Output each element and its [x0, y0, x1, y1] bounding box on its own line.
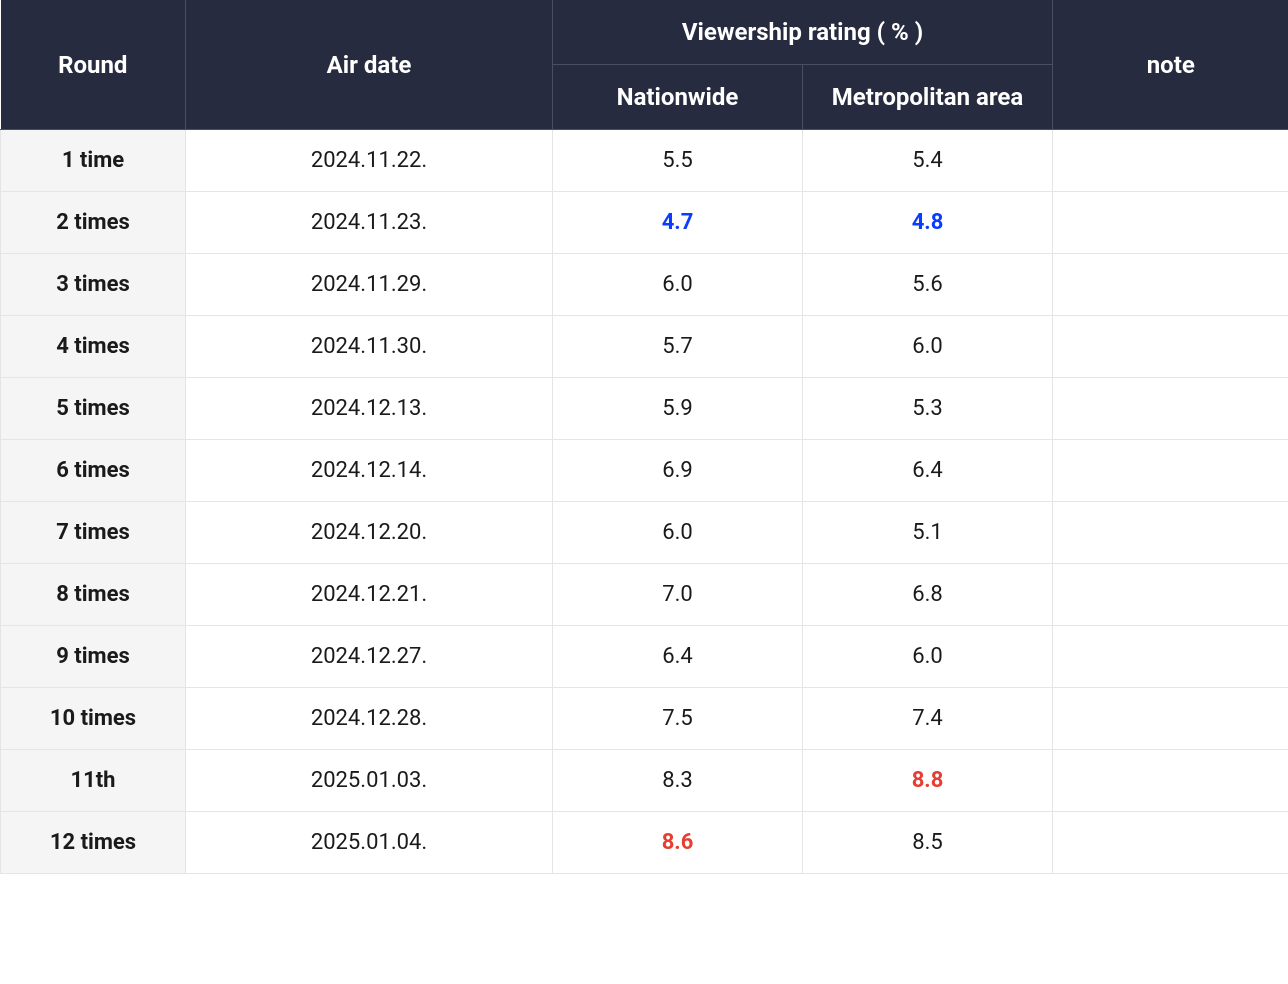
cell-round: 2 times — [1, 192, 186, 254]
cell-metro: 5.4 — [803, 130, 1053, 192]
cell-air-date: 2024.12.20. — [186, 502, 553, 564]
cell-note — [1053, 440, 1288, 502]
table-row: 10 times2024.12.28.7.57.4 — [1, 688, 1288, 750]
cell-round: 8 times — [1, 564, 186, 626]
cell-note — [1053, 812, 1288, 874]
cell-metro: 8.8 — [803, 750, 1053, 812]
cell-metro: 5.1 — [803, 502, 1053, 564]
cell-note — [1053, 254, 1288, 316]
cell-nationwide: 8.6 — [553, 812, 803, 874]
cell-nationwide: 8.3 — [553, 750, 803, 812]
table-row: 5 times2024.12.13.5.95.3 — [1, 378, 1288, 440]
cell-round: 7 times — [1, 502, 186, 564]
cell-nationwide: 5.7 — [553, 316, 803, 378]
cell-round: 5 times — [1, 378, 186, 440]
cell-metro: 6.0 — [803, 316, 1053, 378]
header-nationwide: Nationwide — [553, 65, 803, 130]
cell-round: 6 times — [1, 440, 186, 502]
cell-air-date: 2024.12.28. — [186, 688, 553, 750]
cell-round: 1 time — [1, 130, 186, 192]
cell-metro: 8.5 — [803, 812, 1053, 874]
cell-metro: 6.8 — [803, 564, 1053, 626]
table-row: 12 times2025.01.04.8.68.5 — [1, 812, 1288, 874]
cell-air-date: 2024.11.22. — [186, 130, 553, 192]
cell-round: 3 times — [1, 254, 186, 316]
table-header: Round Air date Viewership rating ( % ) n… — [1, 0, 1288, 130]
cell-metro: 4.8 — [803, 192, 1053, 254]
cell-air-date: 2025.01.04. — [186, 812, 553, 874]
cell-nationwide: 6.0 — [553, 254, 803, 316]
cell-air-date: 2024.11.29. — [186, 254, 553, 316]
cell-nationwide: 6.4 — [553, 626, 803, 688]
cell-note — [1053, 502, 1288, 564]
header-metro: Metropolitan area — [803, 65, 1053, 130]
cell-note — [1053, 750, 1288, 812]
cell-metro: 7.4 — [803, 688, 1053, 750]
cell-nationwide: 7.5 — [553, 688, 803, 750]
table-row: 9 times2024.12.27.6.46.0 — [1, 626, 1288, 688]
cell-round: 4 times — [1, 316, 186, 378]
cell-nationwide: 7.0 — [553, 564, 803, 626]
cell-note — [1053, 378, 1288, 440]
table-row: 2 times2024.11.23.4.74.8 — [1, 192, 1288, 254]
cell-note — [1053, 192, 1288, 254]
cell-metro: 5.6 — [803, 254, 1053, 316]
table-row: 11th2025.01.03.8.38.8 — [1, 750, 1288, 812]
cell-nationwide: 4.7 — [553, 192, 803, 254]
table-row: 7 times2024.12.20.6.05.1 — [1, 502, 1288, 564]
cell-nationwide: 6.0 — [553, 502, 803, 564]
table-row: 6 times2024.12.14.6.96.4 — [1, 440, 1288, 502]
cell-nationwide: 6.9 — [553, 440, 803, 502]
cell-metro: 5.3 — [803, 378, 1053, 440]
cell-air-date: 2025.01.03. — [186, 750, 553, 812]
table-body: 1 time2024.11.22.5.55.42 times2024.11.23… — [1, 130, 1288, 874]
cell-note — [1053, 130, 1288, 192]
table-row: 1 time2024.11.22.5.55.4 — [1, 130, 1288, 192]
cell-air-date: 2024.12.14. — [186, 440, 553, 502]
cell-round: 12 times — [1, 812, 186, 874]
cell-note — [1053, 626, 1288, 688]
cell-round: 10 times — [1, 688, 186, 750]
cell-note — [1053, 564, 1288, 626]
header-round: Round — [1, 0, 186, 130]
cell-nationwide: 5.5 — [553, 130, 803, 192]
cell-air-date: 2024.12.13. — [186, 378, 553, 440]
cell-nationwide: 5.9 — [553, 378, 803, 440]
viewership-table: Round Air date Viewership rating ( % ) n… — [0, 0, 1288, 874]
cell-air-date: 2024.12.21. — [186, 564, 553, 626]
table-row: 8 times2024.12.21.7.06.8 — [1, 564, 1288, 626]
header-viewership-group: Viewership rating ( % ) — [553, 0, 1053, 65]
cell-air-date: 2024.11.23. — [186, 192, 553, 254]
table-row: 3 times2024.11.29.6.05.6 — [1, 254, 1288, 316]
cell-round: 9 times — [1, 626, 186, 688]
table-row: 4 times2024.11.30.5.76.0 — [1, 316, 1288, 378]
cell-round: 11th — [1, 750, 186, 812]
cell-metro: 6.4 — [803, 440, 1053, 502]
cell-air-date: 2024.12.27. — [186, 626, 553, 688]
cell-air-date: 2024.11.30. — [186, 316, 553, 378]
header-note: note — [1053, 0, 1288, 130]
header-air-date: Air date — [186, 0, 553, 130]
cell-note — [1053, 688, 1288, 750]
cell-metro: 6.0 — [803, 626, 1053, 688]
cell-note — [1053, 316, 1288, 378]
